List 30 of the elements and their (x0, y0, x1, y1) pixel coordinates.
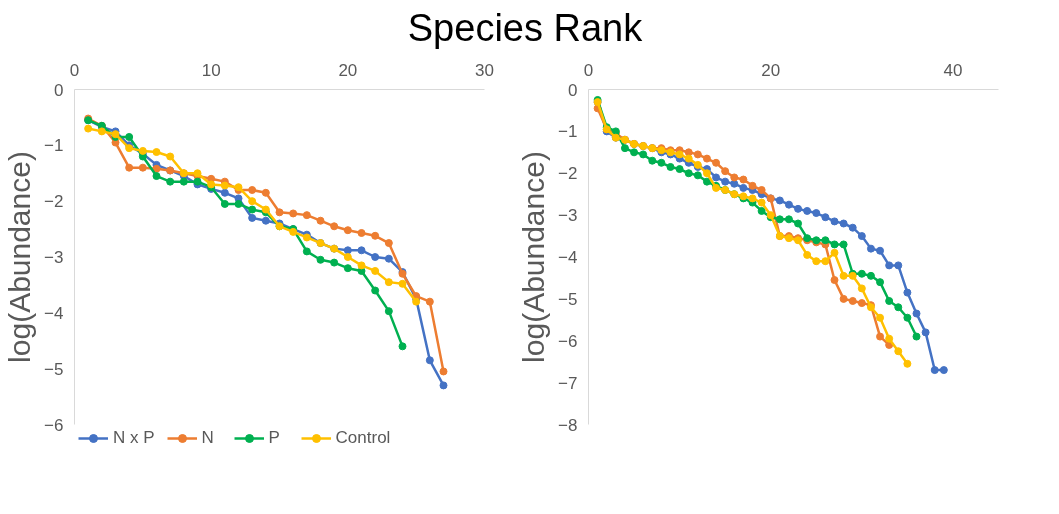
y-tick-label: −4 (44, 303, 64, 323)
y-tick-label: −5 (558, 289, 578, 309)
y-tick-label: −4 (558, 248, 578, 267)
y-tick-label: −8 (558, 415, 578, 435)
legend-label: Control (335, 428, 391, 448)
y-tick-label: −5 (44, 359, 64, 379)
y-tick-label: −2 (44, 192, 64, 212)
y-axis-title: log(Abundance) (3, 151, 37, 363)
x-tick-label: 10 (201, 60, 221, 80)
y-tick-label: −1 (558, 122, 578, 142)
y-tick-label: −2 (558, 164, 578, 184)
y-tick-label: −6 (558, 331, 578, 351)
y-tick-label: −3 (558, 206, 578, 226)
x-tick-label: 0 (69, 60, 80, 80)
y-tick-label: −3 (44, 248, 64, 267)
y-tick-label: −1 (44, 136, 64, 156)
x-tick-label: 0 (583, 60, 594, 80)
chart-title: Species Rank (407, 6, 643, 51)
x-tick-label: 30 (475, 60, 494, 80)
legend-label: P (268, 428, 281, 448)
y-tick-label: −7 (558, 373, 578, 393)
x-tick-label: 40 (943, 60, 963, 80)
y-tick-label: 0 (568, 80, 578, 100)
y-axis-title: log(Abundance) (517, 151, 551, 363)
y-tick-label: −6 (44, 415, 64, 435)
legend-label: N x P (113, 428, 155, 448)
x-tick-label: 20 (761, 60, 781, 80)
y-tick-label: 0 (54, 80, 64, 100)
legend-label: N (201, 428, 215, 448)
x-tick-label: 20 (338, 60, 358, 80)
